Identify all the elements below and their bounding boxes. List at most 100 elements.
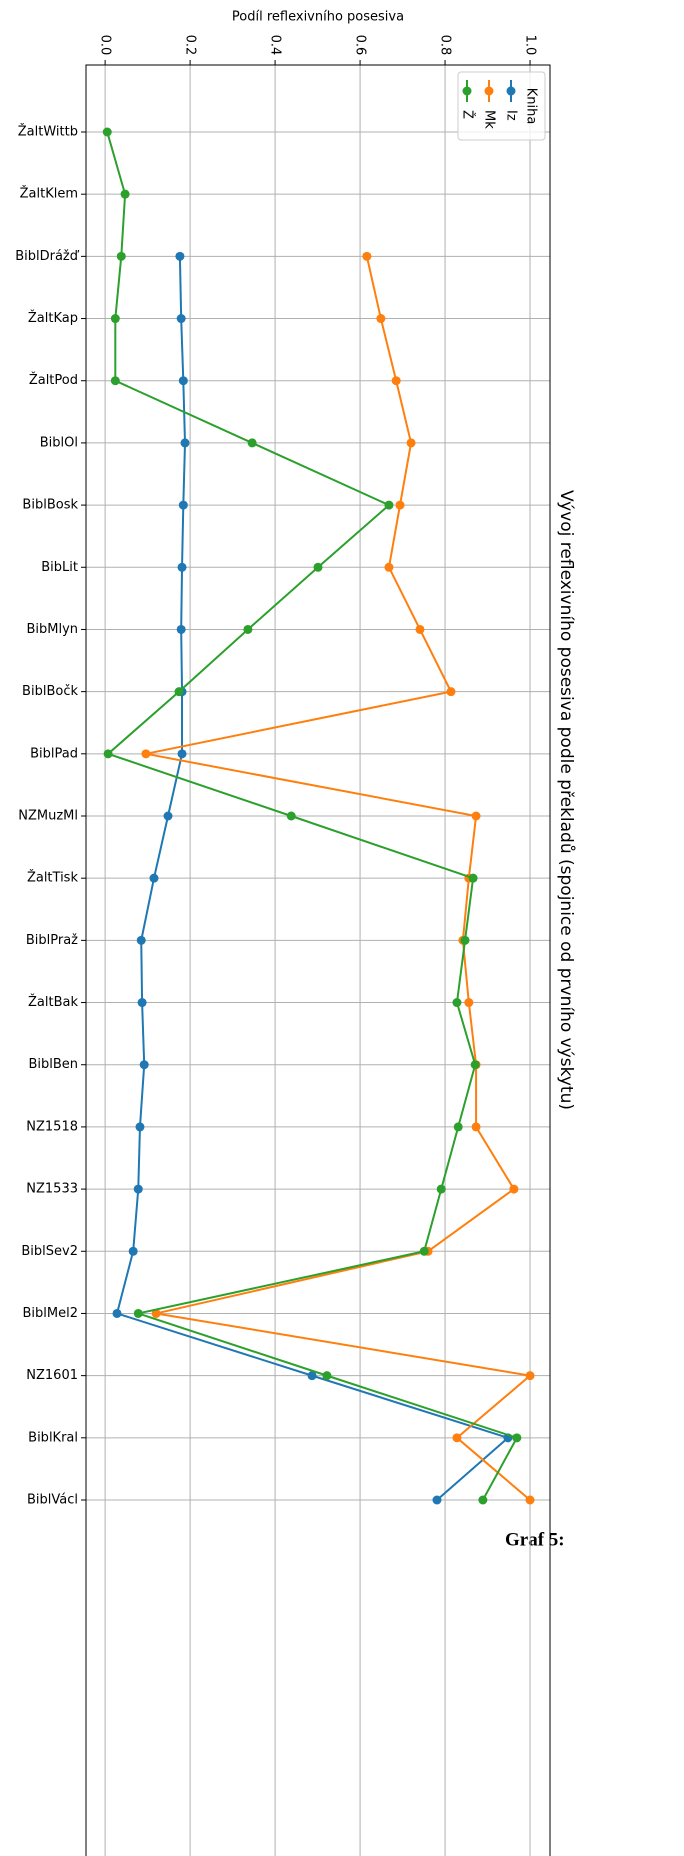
y-tick-label: BiblBen xyxy=(28,1057,78,1072)
y-tick-label: BibLit xyxy=(41,560,78,575)
point xyxy=(286,811,296,821)
point xyxy=(137,998,147,1008)
y-tick-label: NZ1601 xyxy=(26,1368,78,1383)
point xyxy=(470,1060,480,1070)
point xyxy=(478,1495,488,1505)
x-tick-label: 0.2 xyxy=(183,35,198,56)
point xyxy=(509,1184,519,1194)
point xyxy=(110,314,120,324)
point xyxy=(102,127,112,137)
y-tick-label: BiblBočk xyxy=(22,684,78,699)
legend-title: Kniha xyxy=(524,88,539,125)
point xyxy=(141,749,151,759)
legend-marker xyxy=(484,86,494,96)
y-tick-label: BiblMel2 xyxy=(23,1306,79,1321)
point xyxy=(112,1308,122,1318)
y-tick-label: BiblOl xyxy=(40,435,78,450)
point xyxy=(436,1184,446,1194)
point xyxy=(139,1060,149,1070)
point xyxy=(446,687,456,697)
point xyxy=(307,1371,317,1381)
x-axis-label: Podíl reflexivního posesiva xyxy=(232,10,404,25)
point xyxy=(133,1308,143,1318)
point xyxy=(384,500,394,510)
point xyxy=(120,189,130,199)
point xyxy=(178,500,188,510)
point xyxy=(525,1495,535,1505)
y-tick-label: BibMlyn xyxy=(26,622,78,637)
point xyxy=(362,251,372,261)
point xyxy=(384,562,394,572)
x-tick-label: 0.6 xyxy=(353,35,368,56)
caption: Graf 5: xyxy=(505,1529,565,1550)
y-tick-label: BiblVácl xyxy=(27,1493,78,1508)
point xyxy=(512,1433,522,1443)
point xyxy=(453,1122,463,1132)
point xyxy=(176,314,186,324)
point xyxy=(116,251,126,261)
point xyxy=(177,562,187,572)
point xyxy=(135,1122,145,1132)
point xyxy=(525,1371,535,1381)
legend: Kniha Iz Mk Ž xyxy=(457,71,546,141)
point xyxy=(460,935,470,945)
point xyxy=(133,1184,143,1194)
point xyxy=(243,624,253,634)
point xyxy=(471,1122,481,1132)
y-tick-label: BiblSev2 xyxy=(21,1244,78,1259)
point xyxy=(149,873,159,883)
legend-marker xyxy=(506,86,516,96)
point xyxy=(395,500,405,510)
y-tick-label: BiblKral xyxy=(28,1430,78,1445)
y-tick-label: ŽaltKlem xyxy=(20,186,78,202)
point xyxy=(151,1308,161,1318)
y-tick-label: NZ1518 xyxy=(26,1119,78,1134)
point xyxy=(376,314,386,324)
y-tick-label: BiblPraž xyxy=(26,933,78,948)
y-tick-label: NZ1533 xyxy=(26,1182,78,1197)
legend-label: Mk xyxy=(482,110,497,129)
point xyxy=(471,811,481,821)
x-tick-label: 0.4 xyxy=(268,35,283,56)
y-tick-label: ŽaltWittb xyxy=(18,124,78,140)
y-tick-label: NZMuzMl xyxy=(18,809,78,824)
point xyxy=(163,811,173,821)
x-tick-label: 0.8 xyxy=(438,35,453,56)
y-tick-label: BiblDrážď xyxy=(15,249,80,264)
point xyxy=(313,562,323,572)
y-tick-label: ŽaltPod xyxy=(29,372,78,388)
point xyxy=(391,376,401,386)
point xyxy=(415,624,425,634)
plot-frame xyxy=(85,64,551,1856)
legend-label: Iz xyxy=(504,110,519,121)
chart-title: Vývoj reflexivního posesiva podle překla… xyxy=(556,490,576,1110)
point xyxy=(432,1495,442,1505)
point xyxy=(322,1371,332,1381)
legend-label: Ž xyxy=(460,110,476,119)
point xyxy=(136,935,146,945)
point xyxy=(103,749,113,759)
legend-box xyxy=(457,71,546,141)
y-tick-label: BiblPad xyxy=(30,746,78,761)
point xyxy=(452,998,462,1008)
y-tick-label: ŽaltTisk xyxy=(27,870,79,886)
legend-marker xyxy=(462,86,472,96)
point xyxy=(175,251,185,261)
point xyxy=(176,624,186,634)
point xyxy=(464,998,474,1008)
point xyxy=(247,438,257,448)
y-tick-label: ŽaltKap xyxy=(28,310,78,326)
point xyxy=(180,438,190,448)
point xyxy=(177,749,187,759)
point xyxy=(178,376,188,386)
y-tick-label: ŽaltBak xyxy=(28,994,78,1010)
point xyxy=(406,438,416,448)
y-tick-label: BiblBosk xyxy=(22,498,78,513)
point xyxy=(110,376,120,386)
caption-box xyxy=(500,1523,684,1563)
x-tick-label: 1.0 xyxy=(523,35,538,56)
x-tick-label: 0.0 xyxy=(98,35,113,56)
point xyxy=(452,1433,462,1443)
point xyxy=(419,1246,429,1256)
